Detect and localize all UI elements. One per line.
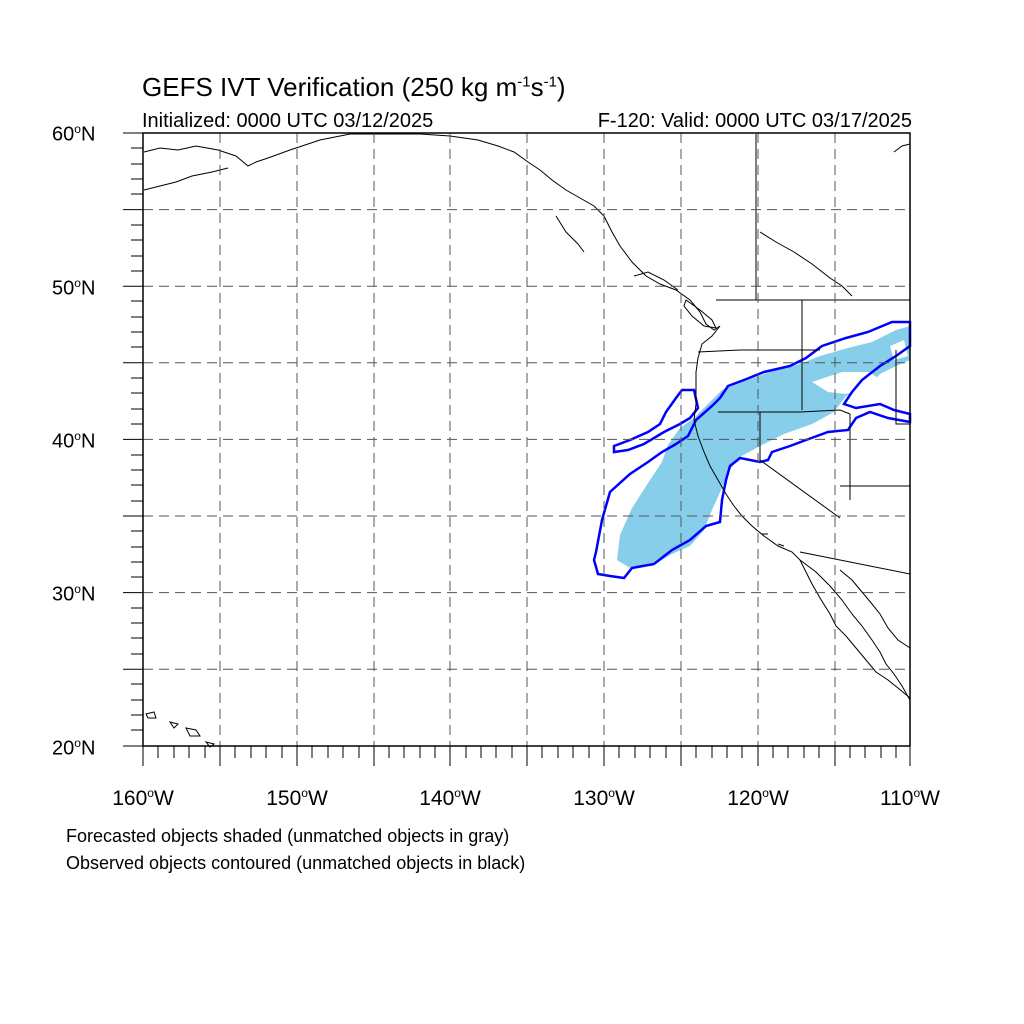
- title-main: GEFS IVT Verification (250 kg m: [142, 72, 518, 102]
- lat-label-60: 60oN: [52, 122, 96, 146]
- valid-time: F-120: Valid: 0000 UTC 03/17/2025: [597, 110, 912, 132]
- lon-label-160: 160oW: [112, 786, 174, 810]
- lat-label-50: 50oN: [52, 276, 96, 300]
- note-forecast: Forecasted objects shaded (unmatched obj…: [66, 826, 510, 846]
- lat-lon-grid: [143, 133, 910, 746]
- lat-label-30: 30oN: [52, 582, 96, 606]
- axis-ticks: [123, 132, 911, 766]
- title-sup-1: -1: [517, 73, 531, 91]
- title-end: ): [556, 72, 566, 102]
- title-sup-2: -1: [543, 73, 557, 91]
- lon-label-140: 140oW: [419, 786, 481, 810]
- lat-label-20: 20oN: [52, 736, 96, 760]
- lat-label-40: 40oN: [52, 429, 96, 453]
- lon-label-130: 130oW: [573, 786, 635, 810]
- initialized-time: Initialized: 0000 UTC 03/12/2025: [142, 110, 434, 132]
- coastlines: [143, 133, 911, 748]
- title-mid: s: [530, 72, 544, 102]
- lon-label-110: 110oW: [880, 786, 940, 810]
- note-observed: Observed objects contoured (unmatched ob…: [66, 853, 526, 873]
- map-title: GEFS IVT Verification (250 kg m-1s-1): [142, 72, 566, 103]
- lon-label-150: 150oW: [266, 786, 328, 810]
- lon-label-120: 120oW: [727, 786, 789, 810]
- forecast-object-shaded: [617, 326, 910, 568]
